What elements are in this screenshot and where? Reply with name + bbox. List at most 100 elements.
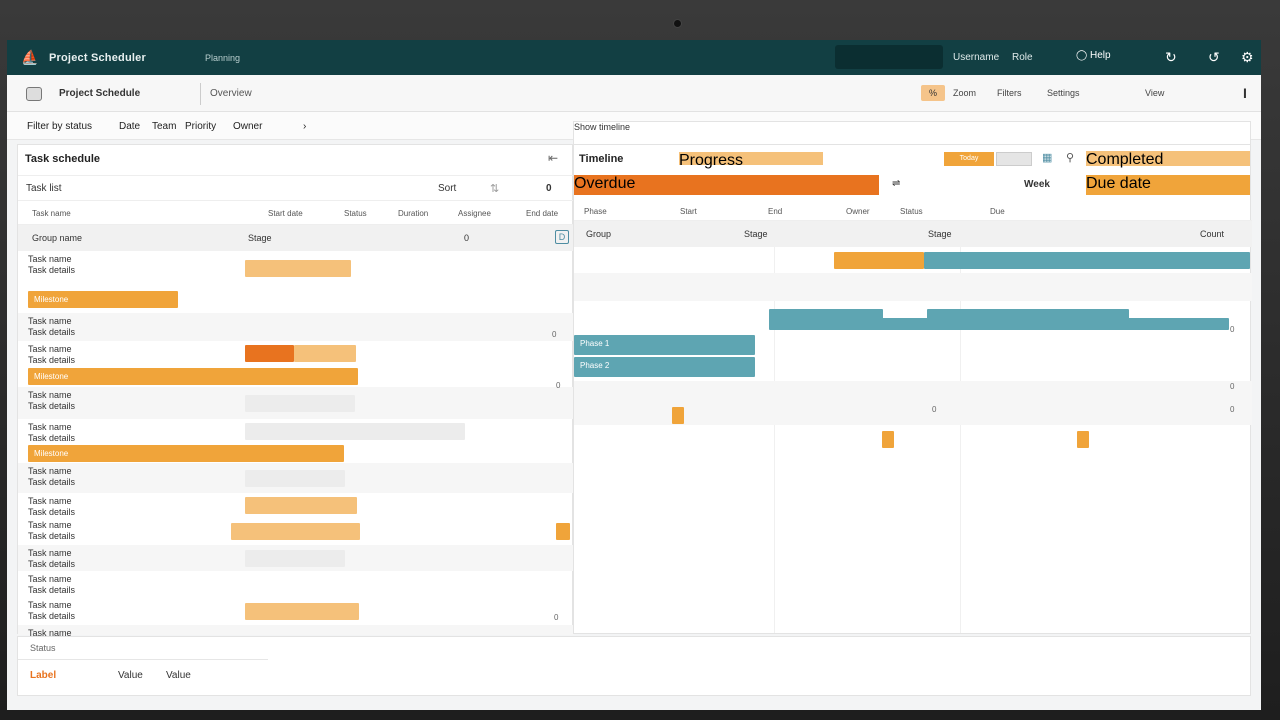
zoom-button[interactable]: % — [921, 85, 945, 101]
help-link[interactable]: ◯ Help — [1076, 50, 1111, 61]
user-role[interactable]: Role — [1012, 52, 1033, 63]
task-bar[interactable] — [245, 394, 355, 412]
filter-item[interactable]: Date — [119, 121, 141, 132]
column-header[interactable]: Start — [680, 207, 697, 216]
task-bar[interactable] — [245, 496, 357, 514]
breadcrumb[interactable]: Overview — [210, 88, 252, 99]
column-header[interactable]: Status — [344, 209, 367, 218]
menu-button[interactable] — [26, 87, 42, 101]
timeline-row[interactable] — [574, 381, 1252, 405]
toolbar-item[interactable]: View — [1145, 88, 1165, 98]
progress-bar[interactable]: Progress — [679, 152, 823, 169]
sort-icon[interactable]: ⇅ — [490, 183, 500, 195]
task-row[interactable]: Task name Task details — [18, 387, 574, 419]
timeline-bar[interactable]: Phase 1 — [574, 335, 755, 355]
date-picker[interactable] — [996, 152, 1032, 166]
column-header[interactable]: Duration — [398, 209, 429, 218]
status-tag[interactable]: Label — [30, 670, 56, 681]
due-date-chip[interactable]: Due date — [1086, 175, 1250, 195]
settings-icon[interactable]: ⚙ — [1241, 49, 1254, 65]
timeline-row[interactable] — [574, 273, 1252, 301]
timeline-bar[interactable]: Phase 2 — [574, 357, 755, 377]
filter-chevron-icon[interactable]: › — [303, 121, 307, 132]
timeline-row[interactable] — [574, 405, 1252, 425]
task-bar[interactable] — [556, 522, 570, 540]
milestone-bar[interactable]: Milestone — [28, 290, 178, 308]
group-header[interactable]: Group name Stage 0 D — [18, 225, 574, 251]
status-item[interactable]: Value — [118, 670, 143, 681]
collapse-icon[interactable]: ⇤ — [548, 151, 559, 165]
task-row[interactable]: Task name Task details — [18, 313, 574, 341]
column-header[interactable]: Phase — [584, 207, 607, 216]
milestone-marker[interactable] — [1077, 430, 1089, 448]
timeline-bar[interactable] — [924, 251, 1250, 269]
sort-label[interactable]: Sort — [438, 183, 457, 194]
task-bar[interactable] — [245, 469, 345, 487]
task-bar[interactable] — [245, 549, 345, 567]
completed-bar[interactable]: Completed — [1086, 151, 1250, 168]
task-row[interactable]: Milestone — [18, 285, 574, 313]
today-button[interactable]: Today — [944, 152, 994, 166]
column-header[interactable]: Owner — [846, 207, 870, 216]
overdue-bar[interactable]: Overdue — [574, 175, 879, 195]
info-icon[interactable]: I — [1243, 85, 1247, 101]
task-bar[interactable] — [245, 259, 351, 277]
task-row[interactable]: Task name Task details — [18, 625, 574, 649]
column-header[interactable]: End date — [526, 209, 559, 218]
column-header[interactable]: Status — [900, 207, 923, 216]
task-row[interactable]: Task name Task details — [18, 545, 574, 571]
filter-item[interactable]: Owner — [233, 121, 263, 132]
link-icon[interactable]: ⇌ — [892, 178, 901, 189]
group-expand-icon[interactable]: D — [555, 230, 569, 244]
timeline-row[interactable] — [574, 301, 1252, 333]
timeline-bar[interactable] — [769, 318, 1229, 330]
toolbar-item[interactable]: Zoom — [953, 88, 977, 98]
timeline-row[interactable]: Phase 1 Phase 2 — [574, 333, 1252, 381]
task-row[interactable]: Task name Task details — [18, 517, 574, 545]
refresh-icon[interactable]: ↻ — [1165, 49, 1177, 65]
task-row[interactable]: Task name Task details — [18, 571, 574, 597]
project-title[interactable]: Project Schedule — [59, 88, 141, 99]
task-row[interactable]: Milestone — [18, 365, 574, 387]
user-name[interactable]: Username — [953, 52, 1000, 63]
filter-item[interactable]: Filter by status — [27, 121, 93, 132]
task-bar[interactable] — [294, 344, 356, 362]
column-header[interactable]: End — [768, 207, 783, 216]
timeline-group-header[interactable]: Group Stage Stage Count — [574, 221, 1252, 247]
task-row[interactable]: Task name Task details — [18, 463, 574, 493]
task-row[interactable]: Milestone — [18, 443, 574, 463]
search-input[interactable] — [835, 45, 943, 69]
task-row[interactable]: Task name Task details — [18, 493, 574, 517]
timeline-row[interactable] — [574, 425, 1252, 453]
task-row[interactable]: Task name Task details — [18, 341, 574, 365]
task-bar[interactable] — [231, 522, 360, 540]
milestone-marker[interactable] — [882, 430, 894, 448]
milestone-bar[interactable]: Milestone — [28, 445, 344, 462]
column-header[interactable]: Assignee — [458, 209, 491, 218]
timeline-row[interactable] — [574, 247, 1252, 273]
toolbar-item[interactable]: Settings — [1047, 88, 1080, 98]
task-bar[interactable] — [245, 422, 465, 440]
task-row[interactable]: Task name Task details — [18, 597, 574, 625]
status-item[interactable]: Value — [166, 670, 191, 681]
task-row[interactable]: Task name Task details — [18, 419, 574, 443]
milestone-bar[interactable]: Milestone — [28, 367, 358, 385]
filter-icon[interactable]: ⚲ — [1066, 152, 1075, 164]
timeline-row[interactable] — [574, 453, 1252, 633]
app-subtitle[interactable]: Planning — [205, 53, 241, 63]
app-logo-icon[interactable]: ⛵ — [21, 49, 39, 65]
task-bar[interactable] — [245, 602, 359, 620]
timeline-bar[interactable] — [834, 251, 924, 269]
column-headers: Task name Start date Status Duration Ass… — [18, 201, 574, 225]
undo-icon[interactable]: ↺ — [1208, 49, 1220, 65]
task-bar[interactable] — [245, 344, 294, 362]
milestone-marker[interactable] — [672, 407, 684, 424]
column-header[interactable]: Due — [990, 207, 1005, 216]
task-row[interactable]: Task name Task details — [18, 251, 574, 285]
toolbar-item[interactable]: Filters — [997, 88, 1022, 98]
column-header[interactable]: Task name — [32, 209, 71, 218]
column-header[interactable]: Start date — [268, 209, 303, 218]
filter-item[interactable]: Team — [152, 121, 177, 132]
calendar-icon[interactable]: ▦ — [1042, 152, 1053, 164]
filter-item[interactable]: Priority — [185, 121, 217, 132]
